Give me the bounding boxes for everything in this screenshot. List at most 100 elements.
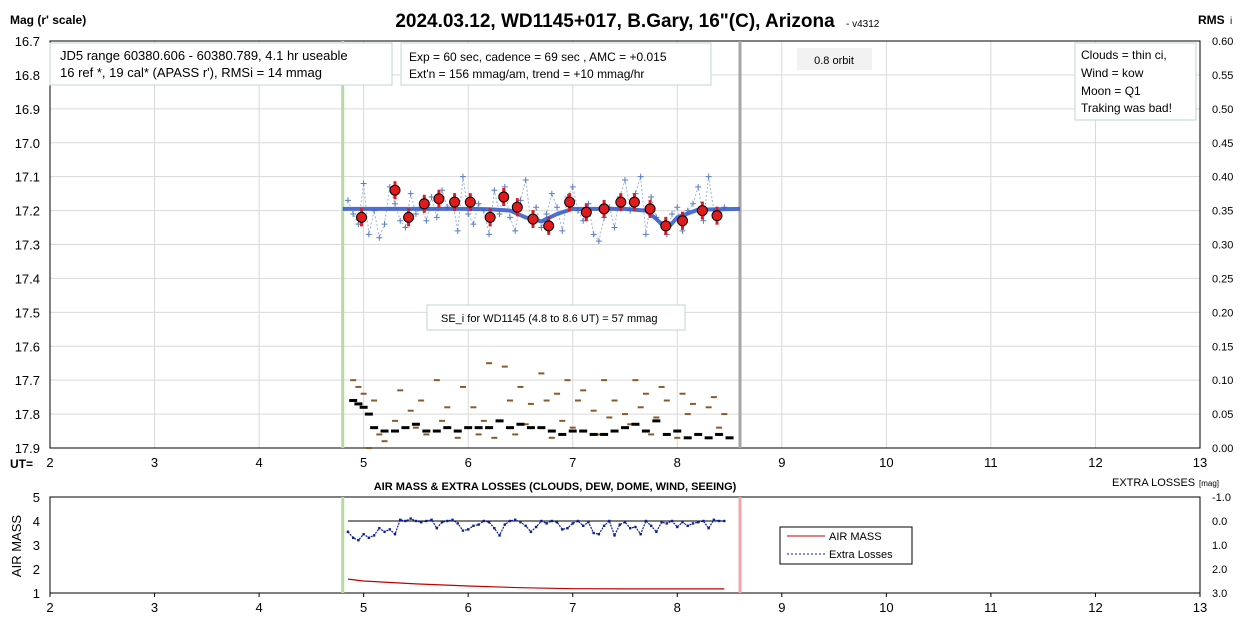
y-right-tick-label: 0.10 (1212, 375, 1233, 387)
legend-airmass-label: AIR MASS (829, 531, 882, 543)
lower-x-tick-label: 7 (569, 600, 576, 615)
raw-point-marker (622, 177, 628, 184)
lower-x-tick-label: 13 (1193, 600, 1207, 615)
x-tick-label: 13 (1193, 455, 1207, 470)
extinction-text: Ext'n = 156 mmag/am, trend = +10 mmag/hr (409, 67, 644, 81)
raw-point-marker (522, 177, 529, 184)
extra-losses-point (561, 528, 564, 531)
extra-losses-axis-label: EXTRA LOSSES (1112, 477, 1195, 489)
extra-losses-point (649, 524, 653, 527)
y-right-tick-label: 0.55 (1212, 70, 1233, 82)
x-tick-label: 3 (151, 455, 158, 470)
raw-point-marker (392, 200, 398, 207)
extra-losses-point (414, 519, 418, 523)
raw-point-marker (590, 231, 597, 238)
binned-point (543, 220, 555, 232)
raw-point-marker (344, 197, 351, 204)
orbit-box: 0.8 orbit (797, 48, 872, 70)
raw-point-marker (412, 210, 419, 217)
raw-point-marker (669, 210, 676, 217)
raw-point-marker (595, 238, 602, 245)
raw-point-marker (365, 231, 372, 238)
jd-range-text: JD5 range 60380.606 - 60380.789, 4.1 hr … (60, 48, 348, 63)
extra-losses-point (712, 518, 716, 521)
x-tick-label: 2 (46, 455, 53, 470)
extra-losses-point (351, 536, 355, 539)
extra-losses-point (676, 525, 679, 529)
raw-point-marker (428, 194, 435, 201)
raw-point-marker (397, 217, 404, 224)
binned-point (484, 211, 496, 223)
lower-y-tick-label: 1 (33, 586, 40, 601)
y-right-tick-label: 0.45 (1212, 138, 1233, 150)
se-text: SE_i for WD1145 (4.8 to 8.6 UT) = 57 mma… (441, 313, 658, 325)
extra-losses-point (576, 519, 580, 523)
extra-losses-point (446, 519, 449, 523)
raw-point-marker (648, 194, 655, 201)
extra-losses-point (629, 527, 632, 530)
y-right-tick-label: 0.00 (1212, 443, 1233, 455)
lower-x-tick-label: 11 (984, 600, 998, 615)
y-tick-label: 17.6 (15, 339, 40, 354)
extra-losses-point (419, 521, 423, 524)
raw-point-marker (423, 217, 430, 224)
extra-losses-point (707, 527, 710, 530)
y-tick-label: 16.7 (15, 34, 40, 49)
clouds-text: Clouds = thin ci, (1081, 48, 1167, 62)
extra-losses-point (555, 521, 559, 524)
exposure-text: Exp = 60 sec, cadence = 69 sec , AMC = +… (409, 50, 667, 64)
x-tick-label: 7 (569, 455, 576, 470)
y-tick-label: 16.9 (15, 102, 40, 117)
binned-point (628, 196, 640, 208)
extra-losses-point (540, 519, 543, 523)
lower-plot-frame (49, 496, 1201, 594)
orbit-text: 0.8 orbit (814, 55, 854, 67)
lower-right-tick-label: 1.0 (1212, 540, 1227, 552)
raw-point-marker (360, 180, 367, 187)
extra-losses-point (493, 527, 496, 530)
extra-losses-point (477, 523, 480, 526)
right-axis-label: RMS (1198, 13, 1225, 27)
airmass-axis-label: AIR MASS (9, 515, 24, 577)
extra-losses-point (367, 536, 371, 539)
raw-point-marker (543, 210, 550, 217)
extra-losses-point (372, 534, 376, 537)
extra-losses-point (503, 523, 506, 526)
binned-point (389, 184, 401, 196)
binned-point (498, 191, 510, 203)
binned-point (660, 220, 672, 232)
x-tick-label: 11 (984, 455, 998, 470)
raw-point-marker (554, 204, 561, 211)
extra-losses-point (362, 533, 365, 536)
chart-marks (341, 41, 742, 593)
extra-losses-point (592, 531, 595, 535)
binned-point (598, 203, 610, 215)
extra-losses-point (597, 533, 601, 536)
x-tick-label: 4 (255, 455, 262, 470)
y-tick-label: 17.5 (15, 305, 40, 320)
extra-losses-point (717, 519, 721, 523)
raw-point-marker (674, 204, 681, 211)
extra-losses-point (639, 533, 642, 536)
raw-point-marker (533, 204, 540, 211)
raw-point-marker (470, 221, 477, 228)
left-axis-label: Mag (r' scale) (10, 13, 86, 27)
extra-losses-point (602, 524, 606, 527)
binned-point (464, 196, 476, 208)
lower-right-tick-label: 2.0 (1212, 564, 1227, 576)
extra-losses-point (508, 519, 512, 523)
ref-stars-text: 16 ref *, 19 cal* (APASS r'), RMSi = 14 … (60, 65, 322, 80)
x-tick-label: 6 (465, 455, 472, 470)
lower-x-tick-label: 9 (778, 600, 785, 615)
raw-point-marker (695, 183, 702, 190)
extra-losses-point (696, 521, 700, 524)
extra-losses-point (519, 521, 522, 524)
extra-losses-point (587, 521, 590, 524)
x-tick-label: 12 (1088, 455, 1102, 470)
extra-losses-point (545, 522, 548, 525)
raw-point-marker (642, 231, 649, 238)
lower-y-tick-label: 4 (33, 514, 40, 529)
extra-losses-point (378, 527, 381, 530)
